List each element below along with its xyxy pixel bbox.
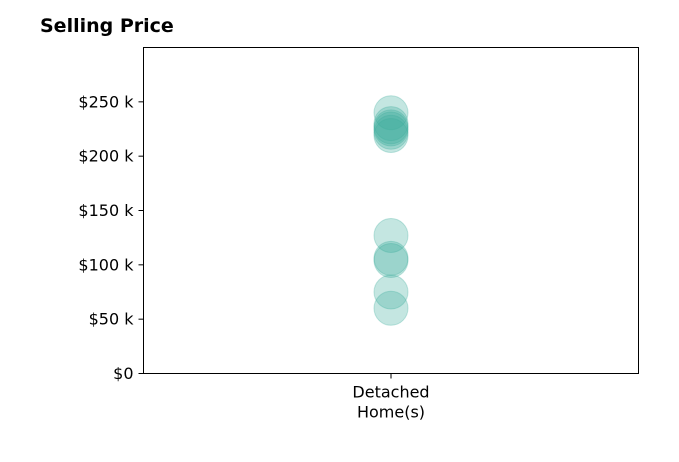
data-point xyxy=(373,114,409,150)
x-tick-label: Home(s) xyxy=(357,403,425,422)
data-point xyxy=(373,118,409,154)
y-tick-label: $50 k xyxy=(89,310,135,329)
chart-title: Selling Price xyxy=(40,15,174,37)
data-points xyxy=(373,95,409,326)
data-point xyxy=(373,242,409,278)
data-point xyxy=(373,290,409,326)
plot-frame xyxy=(143,47,639,374)
y-tick-label: $250 k xyxy=(78,92,134,111)
data-point xyxy=(373,109,409,145)
y-tick-label: $200 k xyxy=(78,147,134,166)
x-tick-label: Detached xyxy=(352,383,429,402)
y-tick-label: $0 xyxy=(113,364,133,383)
y-tick-label: $150 k xyxy=(78,201,134,220)
data-point xyxy=(373,217,409,253)
data-point xyxy=(373,106,409,142)
y-tick-label: $100 k xyxy=(78,255,134,274)
data-point xyxy=(373,274,409,310)
data-point xyxy=(373,95,409,131)
y-axis: $0 $50 k $100 k $150 k $200 k $250 k xyxy=(78,92,144,383)
data-point xyxy=(373,111,409,147)
data-point xyxy=(373,240,409,276)
